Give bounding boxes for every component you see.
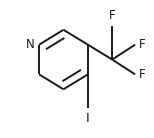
- Text: I: I: [86, 112, 90, 125]
- Text: F: F: [109, 9, 116, 22]
- Text: F: F: [139, 68, 146, 81]
- Text: F: F: [139, 38, 146, 51]
- Text: N: N: [26, 38, 35, 51]
